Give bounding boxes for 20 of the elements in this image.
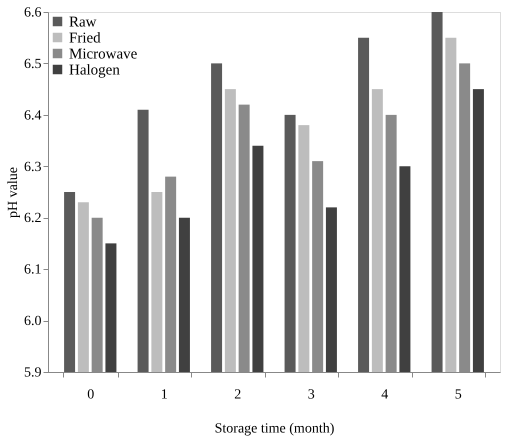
- x-axis-title: Storage time (month): [214, 422, 335, 436]
- x-tick-label: 5: [454, 388, 462, 402]
- legend-label: Raw: [69, 14, 97, 30]
- y-tick-label: 6.5: [24, 56, 42, 72]
- y-axis-title: pH value: [6, 167, 21, 218]
- legend-label: Microwave: [69, 46, 138, 62]
- x-tick-label: 3: [308, 388, 315, 402]
- y-tick-label: 6.2: [24, 211, 42, 226]
- y-tick-label: 6.3: [24, 160, 42, 175]
- x-tick-label: 0: [87, 388, 94, 402]
- x-tick-label: 2: [234, 388, 242, 402]
- x-tick-label: 4: [381, 388, 388, 402]
- y-tick-label: 6.1: [24, 262, 42, 278]
- y-tick-label: 6.6: [24, 6, 42, 20]
- x-tick-label: 1: [160, 388, 168, 402]
- legend-label: Halogen: [69, 62, 120, 78]
- y-tick-label: 5.9: [24, 366, 42, 380]
- y-tick-label: 6.4: [24, 108, 42, 124]
- y-tick-label: 6.0: [24, 314, 42, 330]
- legend-label: Fried: [69, 30, 102, 46]
